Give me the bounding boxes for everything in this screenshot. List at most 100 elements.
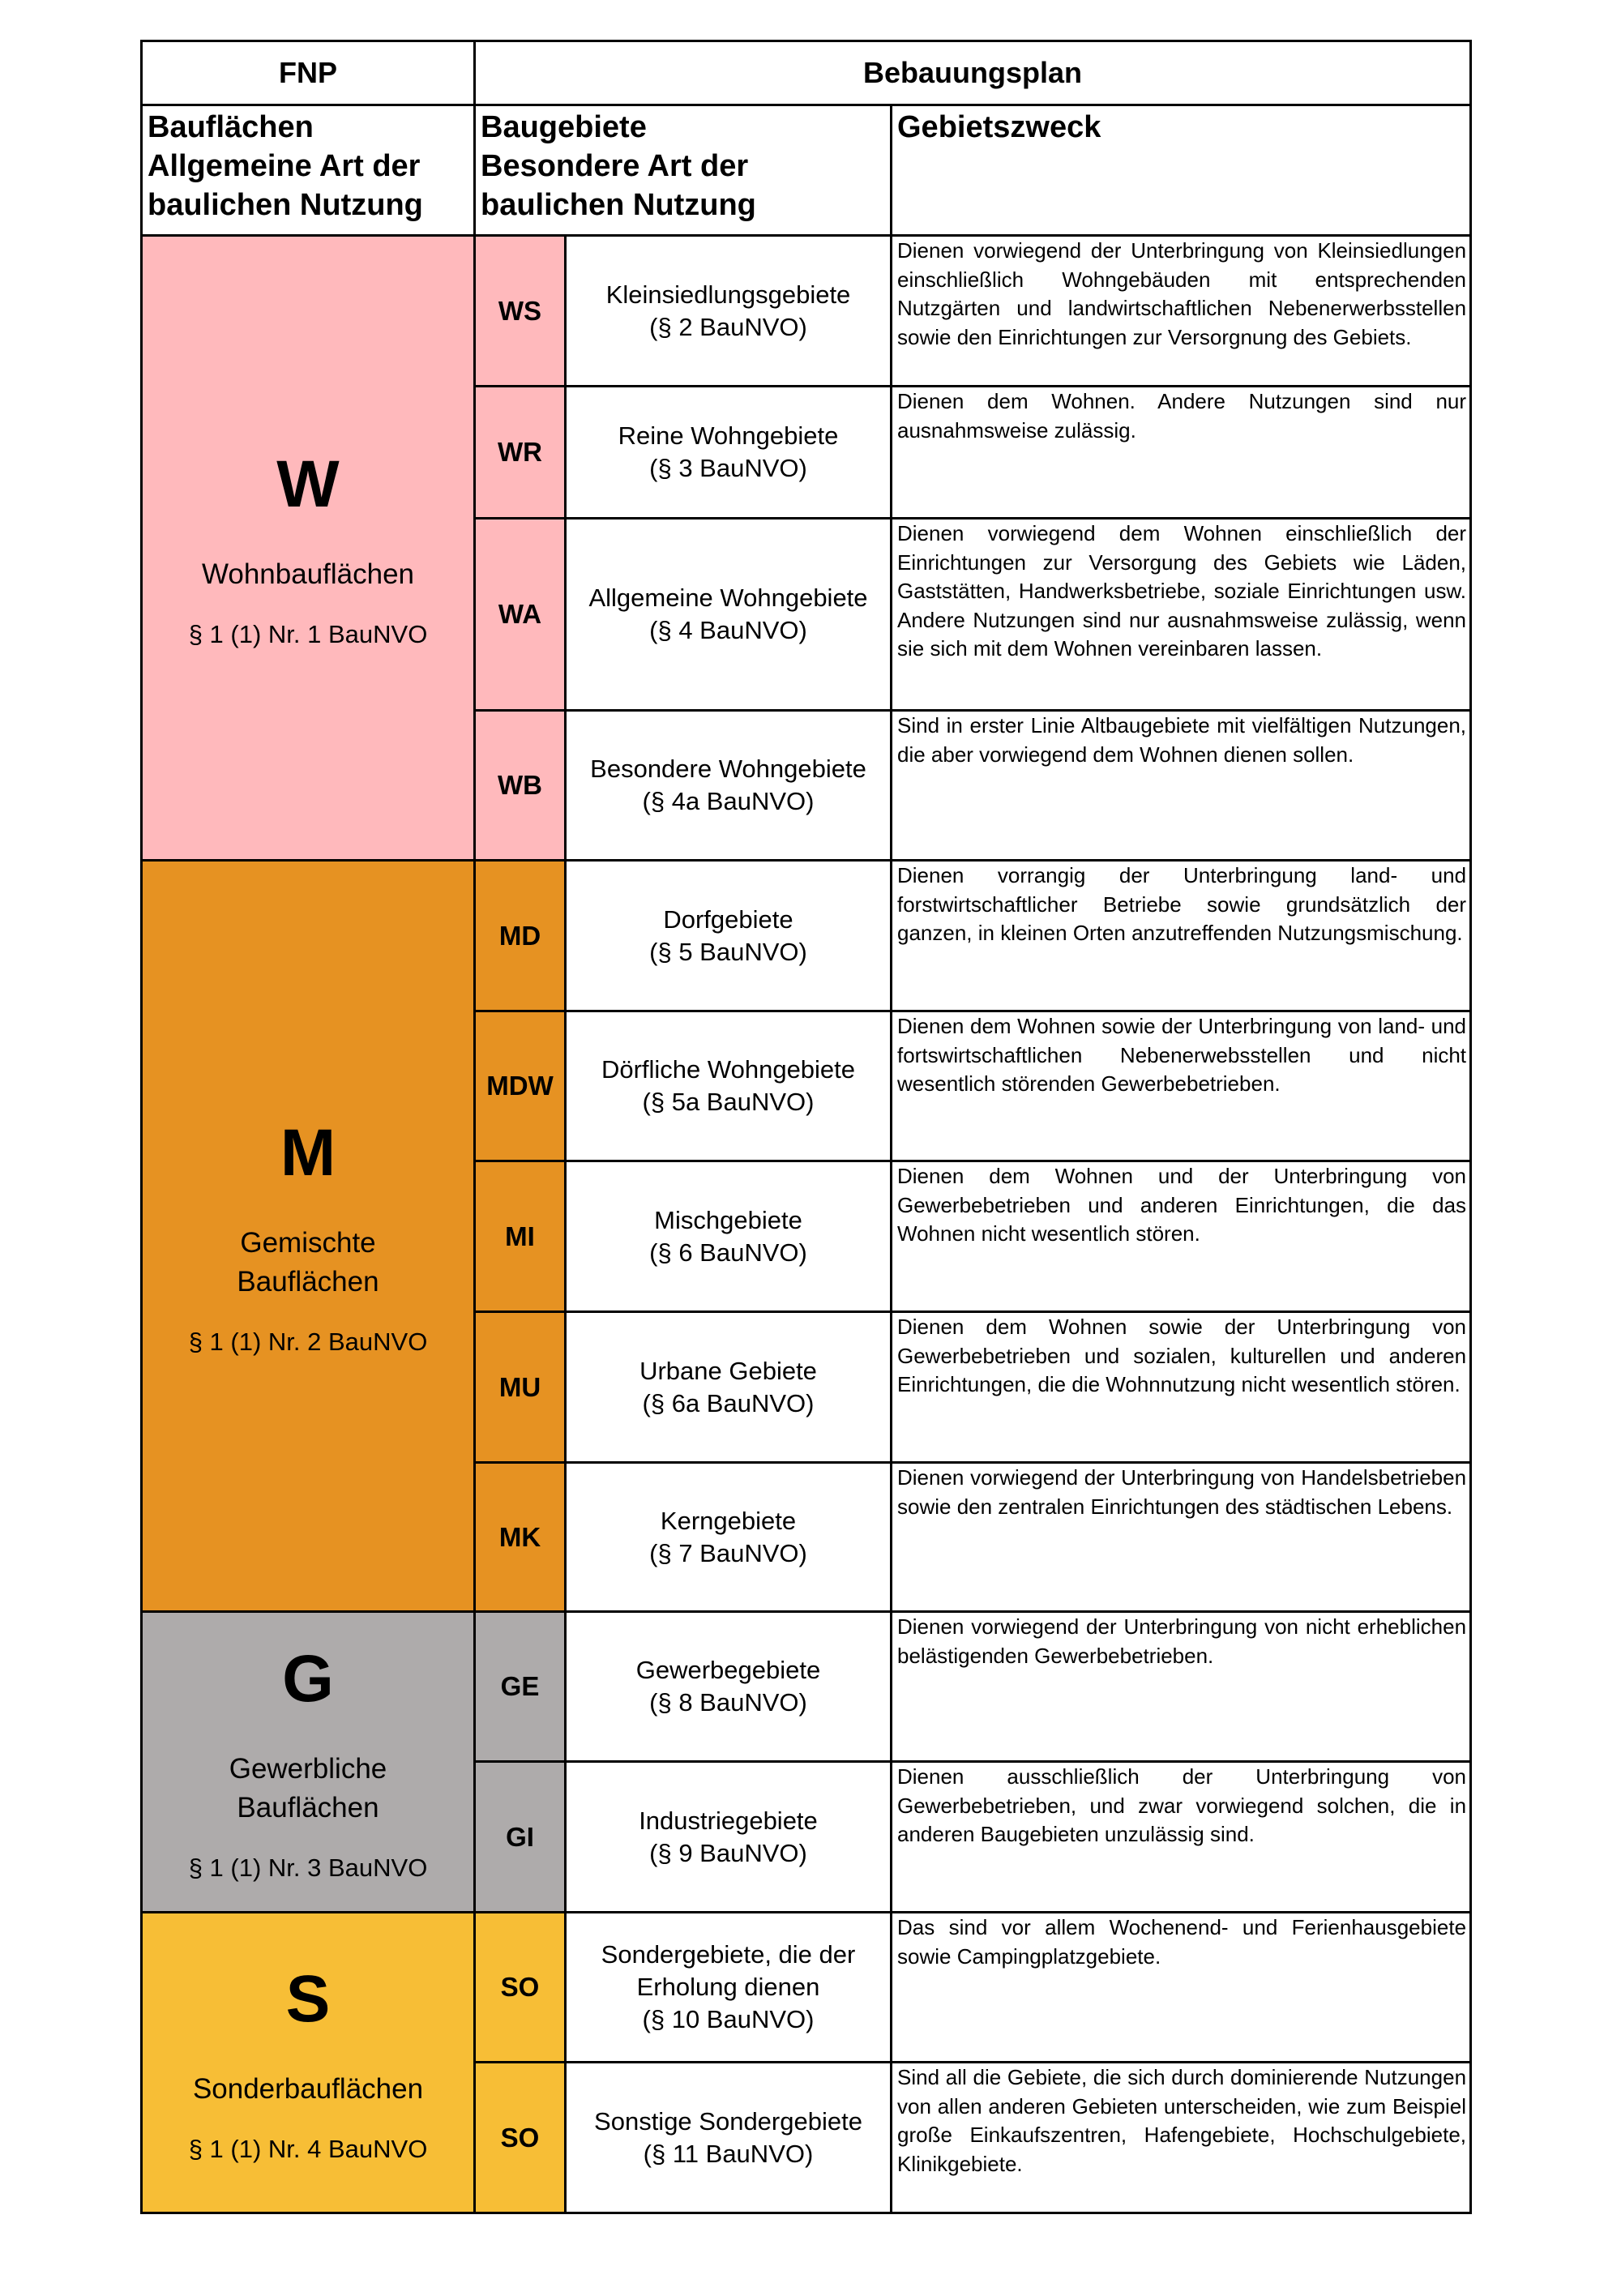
area-code: MD (473, 859, 567, 1012)
group-cell: G Gewerbliche Bauflächen § 1 (1) Nr. 3 BauN… (140, 1610, 476, 1913)
area-purpose: Dienen vorwiegend der Unterbringung von … (889, 234, 1473, 387)
header-cell: Bebauungsplan (473, 40, 1473, 106)
area-code: WA (473, 517, 567, 712)
group-ref: § 1 (1) Nr. 1 BauNVO (188, 620, 428, 648)
group-cell: W Wohnbauflächen § 1 (1) Nr. 1 BauNVO (140, 234, 476, 862)
table-row: MK Kerngebiete (§ 7 BauNVO) Dienen vorwiege… (142, 1461, 1473, 1613)
area-code: MK (473, 1461, 567, 1613)
area-ref: (§ 10 BauNVO) (642, 2005, 815, 2033)
table-body: FNP Bebauungsplan Bauflächen Allgemeine A… (140, 40, 1473, 2214)
subheader-cell: Bauflächen Allgemeine Art der baulichen Nu… (140, 104, 476, 237)
area-name: Dörfliche Wohngebiete (601, 1055, 856, 1084)
area-purpose: Dienen dem Wohnen. Andere Nutzungen sind… (889, 385, 1473, 519)
area-name-cell: Sondergebiete, die der Erholung dienen (§… (564, 1911, 892, 2063)
area-purpose: Dienen vorwiegend dem Wohnen einschließl… (889, 517, 1473, 712)
area-name: Gewerbegebiete (635, 1656, 821, 1684)
subheader-line: baulichen Nutzung (148, 188, 423, 222)
table-row: GI Industriegebiete (§ 9 BauNVO) Dienen aus… (142, 1760, 1473, 1913)
group-name-line: Sonderbauflächen (192, 2073, 424, 2105)
group-name-line: Wohnbauflächen (201, 558, 415, 590)
area-ref: (§ 5 BauNVO) (649, 937, 807, 966)
area-name-cell: Urbane Gebiete (§ 6a BauNVO) (564, 1310, 892, 1464)
area-name: Allgemeine Wohngebiete (588, 584, 868, 612)
area-ref: (§ 2 BauNVO) (649, 312, 807, 341)
group-name-line: Gemischte (240, 1227, 376, 1259)
group-letter: M (280, 1116, 336, 1190)
subheader-cell: Baugebiete Besondere Art der baulichen Nut… (473, 104, 892, 237)
area-purpose: Das sind vor allem Wochenend- und Ferien… (889, 1911, 1473, 2063)
area-name: Kleinsiedlungsgebiete (605, 280, 851, 309)
area-code: WB (473, 709, 567, 862)
group-ref: § 1 (1) Nr. 2 BauNVO (188, 1328, 428, 1356)
area-purpose: Sind all die Gebiete, die sich durch dom… (889, 2061, 1473, 2214)
table-row: G Gewerbliche Bauflächen § 1 (1) Nr. 3 BauN… (140, 1610, 1473, 1913)
area-name: Besondere Wohngebiete (590, 755, 866, 783)
area-name: Reine Wohngebiete (618, 421, 839, 450)
area-name: Industriegebiete (639, 1806, 818, 1835)
subheader-line: baulichen Nutzung (481, 188, 756, 222)
area-ref: (§ 8 BauNVO) (649, 1688, 807, 1717)
group-name: Gemischte Bauflächen (143, 1224, 473, 1302)
group-name: Sonderbauflächen (143, 2070, 473, 2109)
header-cell: FNP (140, 40, 476, 106)
group-letter: S (285, 1962, 331, 2036)
area-name-cell: Mischgebiete (§ 6 BauNVO) (564, 1160, 892, 1313)
area-purpose: Dienen ausschließlich der Unterbringung … (889, 1760, 1473, 1913)
area-purpose: Dienen dem Wohnen sowie der Unterbringun… (889, 1010, 1473, 1162)
area-purpose: Dienen vorwiegend der Unterbringung von … (889, 1461, 1473, 1613)
area-ref: (§ 11 BauNVO) (643, 2139, 814, 2168)
area-name-cell: Allgemeine Wohngebiete (§ 4 BauNVO) (564, 517, 892, 712)
area-name-cell: Industriegebiete (§ 9 BauNVO) (564, 1760, 892, 1913)
table-row: WR Reine Wohngebiete (§ 3 BauNVO) Dienen de… (142, 385, 1473, 519)
table-row: S Sonderbauflächen § 1 (1) Nr. 4 BauNVO SO S… (140, 1911, 1473, 2214)
area-name: Urbane Gebiete (639, 1356, 817, 1385)
area-name: Sondergebiete, die der Erholung dienen (601, 1940, 856, 2001)
area-code: MI (473, 1160, 567, 1313)
area-name: Sonstige Sondergebiete (594, 2106, 862, 2136)
zoning-table: FNP Bebauungsplan Bauflächen Allgemeine A… (140, 40, 1473, 2214)
area-purpose: Dienen vorwiegend der Unterbringung von … (889, 1610, 1473, 1763)
area-name-cell: Dörfliche Wohngebiete (§ 5a BauNVO) (564, 1010, 892, 1162)
table-row: WB Besondere Wohngebiete (§ 4a BauNVO) Sind… (142, 709, 1473, 862)
table-row: M Gemischte Bauflächen § 1 (1) Nr. 2 BauNVO… (140, 859, 1473, 1613)
area-ref: (§ 6a BauNVO) (642, 1388, 815, 1417)
area-code: MU (473, 1310, 567, 1464)
area-ref: (§ 5a BauNVO) (642, 1088, 815, 1116)
area-code: SO (473, 2061, 567, 2214)
area-code: WR (473, 385, 567, 519)
subheader-cell: Gebietszweck (889, 104, 1473, 237)
area-purpose: Dienen dem Wohnen sowie der Unterbringun… (889, 1310, 1473, 1464)
group-cell: M Gemischte Bauflächen § 1 (1) Nr. 2 BauNVO (140, 859, 476, 1613)
group-name-line: Gewerbliche (229, 1753, 387, 1785)
area-name-cell: Kerngebiete (§ 7 BauNVO) (564, 1461, 892, 1613)
area-code: SO (473, 1911, 567, 2063)
group-cell: S Sonderbauflächen § 1 (1) Nr. 4 BauNVO (140, 1911, 476, 2214)
header-row: FNP Bebauungsplan (140, 40, 1473, 106)
table-row: SO Sonstige Sondergebiete (§ 11 BauNVO) Sin… (142, 2061, 1473, 2214)
area-code: GI (473, 1760, 567, 1913)
table-row: MU Urbane Gebiete (§ 6a BauNVO) Dienen dem … (142, 1310, 1473, 1464)
group-ref: § 1 (1) Nr. 4 BauNVO (188, 2135, 428, 2163)
group-letter: G (282, 1642, 334, 1716)
area-name-cell: Besondere Wohngebiete (§ 4a BauNVO) (564, 709, 892, 862)
area-purpose: Dienen vorrangig der Unterbringung land-… (889, 859, 1473, 1012)
subheader-row: Bauflächen Allgemeine Art der baulichen Nu… (140, 104, 1473, 237)
subheader-line: Besondere Art der (481, 149, 749, 183)
area-name-cell: Kleinsiedlungsgebiete (§ 2 BauNVO) (564, 234, 892, 387)
group-name: Wohnbauflächen (143, 555, 473, 594)
area-name-cell: Reine Wohngebiete (§ 3 BauNVO) (564, 385, 892, 519)
area-name: Dorfgebiete (663, 904, 793, 934)
area-name-cell: Dorfgebiete (§ 5 BauNVO) (564, 859, 892, 1012)
group-ref: § 1 (1) Nr. 3 BauNVO (188, 1853, 428, 1882)
table-row: W Wohnbauflächen § 1 (1) Nr. 1 BauNVO WS Kle… (140, 234, 1473, 862)
group-name-line: Bauflächen (237, 1792, 379, 1824)
area-name: Kerngebiete (660, 1506, 797, 1535)
group-name-line: Bauflächen (237, 1266, 379, 1298)
area-ref: (§ 6 BauNVO) (649, 1238, 807, 1267)
area-code: MDW (473, 1010, 567, 1162)
table-row: WA Allgemeine Wohngebiete (§ 4 BauNVO) Dien… (142, 517, 1473, 712)
subheader-line: Gebietszweck (897, 110, 1101, 144)
area-name-cell: Gewerbegebiete (§ 8 BauNVO) (564, 1610, 892, 1763)
group-letter: W (276, 447, 340, 521)
